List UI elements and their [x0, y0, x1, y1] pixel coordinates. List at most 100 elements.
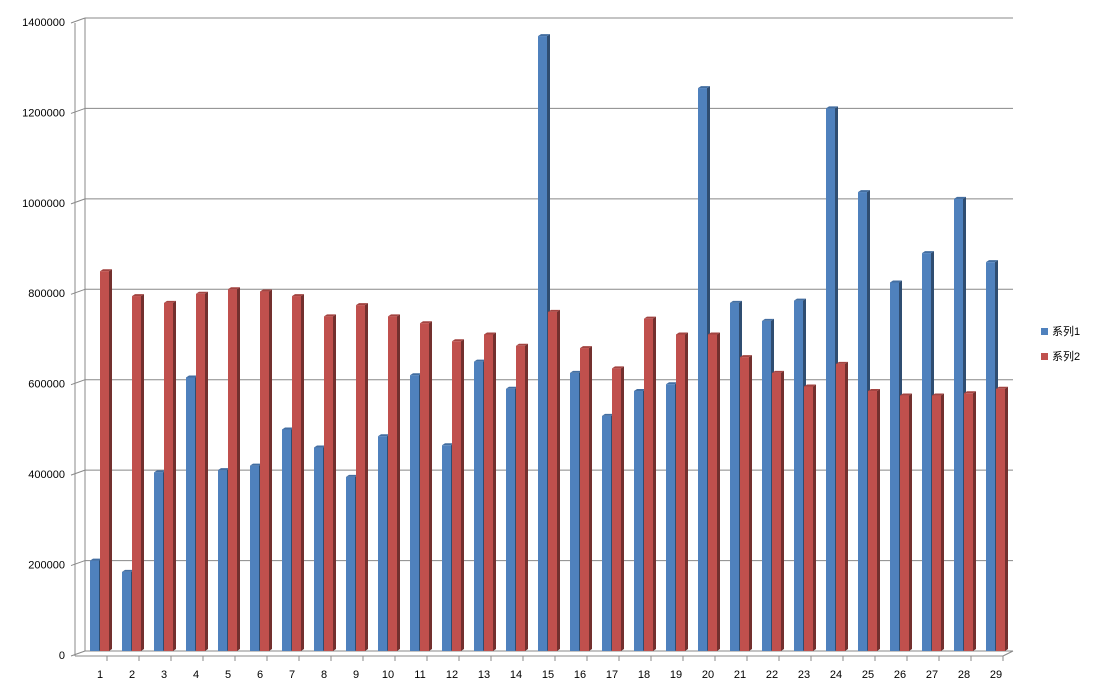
x-tick-label: 14: [510, 669, 522, 681]
bar: [890, 282, 899, 651]
bar: [442, 445, 451, 651]
grid-line-side: [70, 107, 86, 114]
x-tick-label: 8: [321, 669, 327, 681]
legend-label: 系列2: [1052, 349, 1080, 363]
bar-top: [890, 280, 902, 283]
x-tick-label: 26: [894, 669, 906, 681]
bar-top: [356, 303, 368, 306]
bar-top: [442, 443, 454, 446]
bar-top: [100, 269, 112, 272]
y-tick-label: 800000: [28, 288, 65, 300]
bar: [186, 377, 195, 651]
x-tick-label: 22: [766, 669, 778, 681]
x-tick-label: 29: [990, 669, 1002, 681]
bar-side: [525, 343, 528, 651]
grid-line-side: [70, 17, 86, 24]
bar-top: [324, 314, 336, 317]
bar-top: [730, 300, 742, 303]
bar-top: [602, 413, 614, 416]
bar: [932, 395, 941, 651]
bar-top: [378, 434, 390, 437]
bar-side: [301, 294, 304, 651]
bar: [900, 395, 909, 651]
x-tick-label: 16: [574, 669, 586, 681]
bar-top: [164, 300, 176, 303]
x-tick-label: 12: [446, 669, 458, 681]
bar: [868, 391, 877, 651]
x-tick-label: 23: [798, 669, 810, 681]
bar-top: [132, 294, 144, 297]
bar: [218, 470, 227, 651]
x-tick-label: 13: [478, 669, 490, 681]
bar-top: [260, 289, 272, 292]
bar-side: [845, 361, 848, 651]
bar-top: [346, 474, 358, 477]
x-tick-label: 28: [958, 669, 970, 681]
bar: [324, 316, 333, 651]
bar-top: [282, 427, 294, 430]
y-tick-label: 1400000: [22, 17, 65, 29]
bar-top: [410, 373, 422, 376]
bar-top: [452, 339, 464, 342]
bar: [122, 571, 131, 651]
bar-top: [420, 321, 432, 324]
y-tick-label: 0: [59, 650, 65, 662]
bar-side: [877, 389, 880, 651]
bar-side: [461, 339, 464, 651]
bar: [410, 375, 419, 651]
bar-top: [644, 316, 656, 319]
bar: [612, 368, 621, 651]
bar: [538, 36, 547, 652]
bar: [740, 357, 749, 651]
bar: [964, 393, 973, 651]
bar-top: [708, 332, 720, 335]
bar: [250, 465, 259, 651]
bar: [474, 361, 483, 651]
grid-line-side: [70, 469, 86, 476]
x-tick-label: 25: [862, 669, 874, 681]
y-tick-label: 1000000: [22, 198, 65, 210]
bar-top: [250, 463, 262, 466]
bar-top: [506, 386, 518, 389]
bar-top: [474, 359, 486, 362]
bar: [452, 341, 461, 651]
bar: [804, 386, 813, 651]
bar-top: [772, 370, 784, 373]
x-tick-label: 11: [414, 669, 425, 681]
bar-side: [109, 269, 112, 651]
bar-top: [122, 569, 134, 572]
bar-side: [205, 291, 208, 651]
bar-top: [868, 389, 880, 392]
bar-top: [996, 386, 1008, 389]
bar-top: [954, 196, 966, 199]
bar: [100, 271, 109, 651]
bar: [164, 302, 173, 651]
bar: [346, 476, 355, 651]
bar: [836, 363, 845, 651]
x-tick-label: 17: [606, 669, 618, 681]
bar-side: [333, 314, 336, 651]
bar: [90, 560, 99, 651]
bar-top: [228, 287, 240, 290]
bar: [730, 302, 739, 651]
bar-side: [493, 332, 496, 651]
bar: [858, 192, 867, 651]
bar: [794, 300, 803, 651]
bar: [698, 88, 707, 651]
bar-side: [173, 300, 176, 651]
bar: [548, 311, 557, 651]
bar: [292, 296, 301, 651]
x-tick-label: 15: [542, 669, 554, 681]
x-tick-label: 2: [129, 669, 135, 681]
grid-line-side: [70, 288, 86, 295]
x-tick-label: 21: [734, 669, 746, 681]
bar-side: [621, 366, 624, 651]
grid-line-side: [70, 650, 86, 657]
bar-top: [580, 346, 592, 349]
bar: [666, 384, 675, 651]
bar-side: [397, 314, 400, 651]
bar: [132, 296, 141, 651]
bar-side: [1005, 386, 1008, 651]
bar-side: [557, 309, 560, 651]
